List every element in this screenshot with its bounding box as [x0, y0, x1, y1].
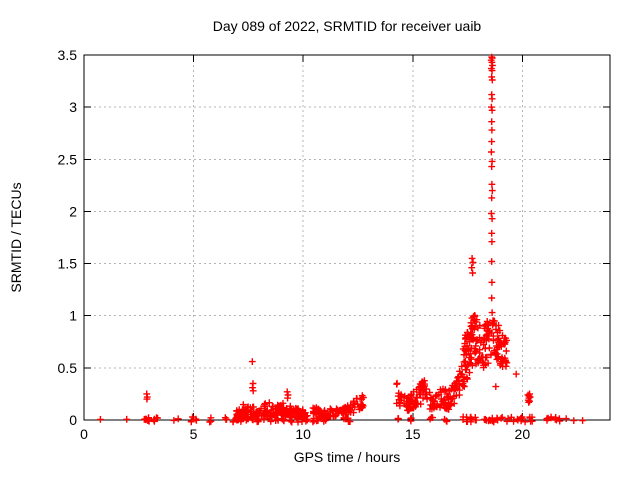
y-tick-label: 1.5 [58, 256, 78, 272]
x-axis-label: GPS time / hours [294, 449, 401, 465]
y-tick-label: 1 [69, 308, 77, 324]
scatter-plus-markers [97, 53, 586, 426]
y-tick-label: 0.5 [58, 360, 78, 376]
y-tick-label: 0 [69, 412, 77, 428]
axis-ticks [83, 54, 610, 421]
y-axis-label: SRMTID / TECUs [8, 182, 24, 292]
data-points [97, 53, 586, 426]
tick-marks [83, 54, 610, 421]
x-tick-label: 20 [515, 426, 531, 442]
x-tick-label: 5 [190, 426, 198, 442]
x-tick-label: 15 [405, 426, 421, 442]
plot-border [83, 54, 611, 421]
grid-lines [84, 55, 610, 420]
chart-title: Day 089 of 2022, SRMTID for receiver uai… [213, 18, 482, 34]
y-tick-label: 2.5 [58, 151, 78, 167]
y-tick-label: 2 [69, 203, 77, 219]
x-tick-label: 10 [295, 426, 311, 442]
tick-labels: 0 5 10 15 20 0 0.5 1 1.5 2 2.5 3 3.5 [58, 47, 531, 442]
x-tick-label: 0 [80, 426, 88, 442]
y-tick-label: 3.5 [58, 47, 78, 63]
y-tick-label: 3 [69, 99, 77, 115]
